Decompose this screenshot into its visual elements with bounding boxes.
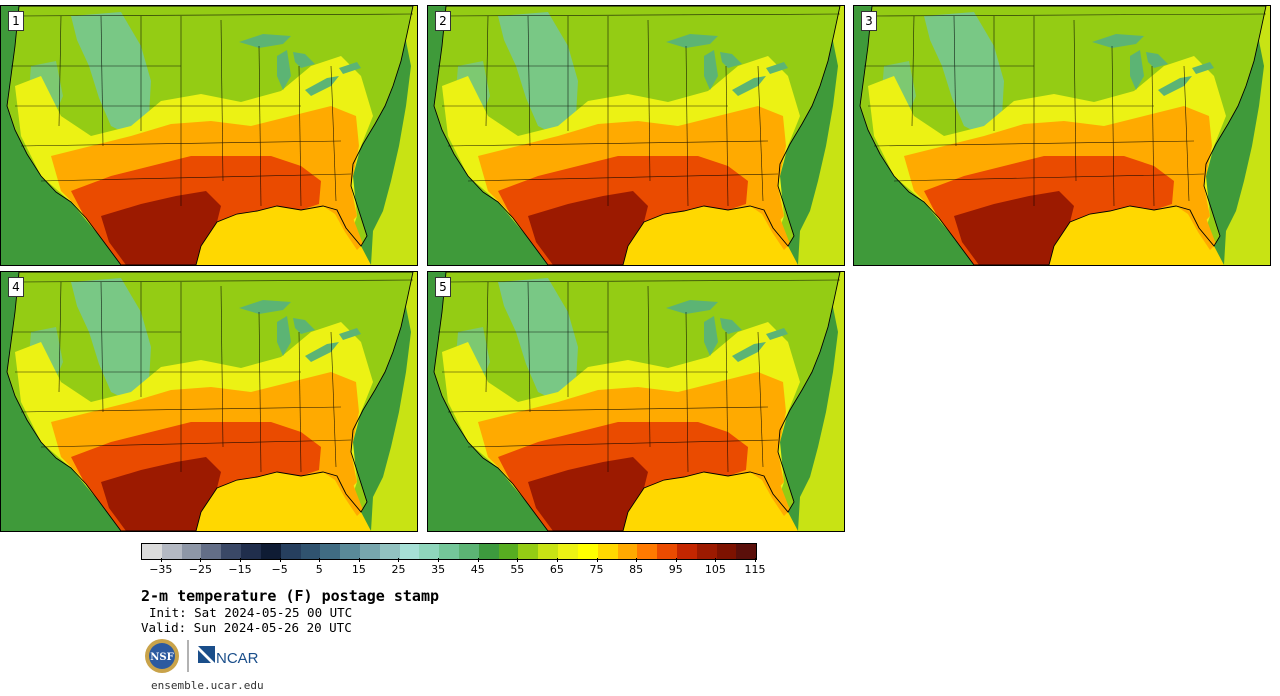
ncar-logo-icon: NCAR [198,646,259,667]
colorbar-tick-mark [200,558,202,562]
init-time: Init: Sat 2024-05-25 00 UTC [149,605,353,620]
colorbar-swatch [320,544,341,559]
colorbar-swatch [657,544,677,559]
colorbar-swatch [280,544,301,559]
ensemble-member-3-map: 3 [853,5,1271,266]
colorbar-swatch [538,544,559,559]
member-label: 4 [8,277,24,297]
colorbar-ticks: −35 −25 −15 −5 5 15 25 35 45 55 65 75 85 95 105 115 [141,558,766,578]
colorbar-tick-label: 85 [629,563,644,576]
colorbar-tick-label: 55 [510,563,525,576]
colorbar-tick-label: 75 [589,563,604,576]
colorbar-tick-mark [715,558,717,562]
colorbar-swatch [340,544,360,559]
colorbar-swatch [459,544,479,559]
colorbar-tick-mark [160,558,162,562]
colorbar-swatch [221,544,242,559]
colorbar-swatch [161,544,182,559]
colorbar-tick-label: 45 [470,563,485,576]
colorbar-swatch [498,544,519,559]
colorbar-swatch [558,544,578,559]
ensemble-member-4-map: 4 [0,271,418,532]
colorbar-tick-label: −5 [271,563,288,576]
colorbar-swatch [201,544,222,559]
colorbar-swatch [399,544,420,559]
colorbar-tick-label: 115 [744,563,766,576]
colorbar-swatch [181,544,202,559]
colorbar-swatch [577,544,598,559]
colorbar-tick-label: −35 [149,563,173,576]
nsf-logo-text: NSF [150,652,173,663]
colorbar-tick-mark [358,558,360,562]
ensemble-member-2-map: 2 [427,5,845,266]
ensemble-member-1-map: 1 [0,5,418,266]
colorbar-swatch [637,544,658,559]
colorbar-tick-mark [675,558,677,562]
member-label: 2 [435,11,451,31]
colorbar-swatch [142,544,162,559]
colorbar-swatch [676,544,697,559]
colorbar-swatch [300,544,321,559]
colorbar-swatch [518,544,539,559]
footer-logos: NSF NCAR [145,639,259,673]
colorbar-tick-label: 105 [704,563,726,576]
member-label: 1 [8,11,24,31]
colorbar-tick-mark [556,558,558,562]
ensemble-member-5-map: 5 [427,271,845,532]
colorbar-swatch [260,544,281,559]
colorbar-swatch [359,544,380,559]
colorbar-swatch [617,544,638,559]
colorbar-tick-mark [438,558,440,562]
colorbar-tick-mark [477,558,479,562]
colorbar-tick-mark [755,558,756,562]
colorbar-tick-label: 95 [668,563,683,576]
colorbar-tick-mark [517,558,519,562]
member-label: 3 [861,11,877,31]
nsf-logo-icon: NSF [145,639,179,673]
colorbar-tick-label: −15 [228,563,252,576]
colorbar-tick-label: 25 [391,563,406,576]
colorbar-swatch [478,544,499,559]
colorbar-tick-mark [398,558,400,562]
website-url: ensemble.ucar.edu [151,679,264,692]
colorbar-swatch [696,544,717,559]
colorbar-tick-mark [596,558,598,562]
colorbar-tick-label: 35 [431,563,446,576]
colorbar-swatch [419,544,440,559]
member-label: 5 [435,277,451,297]
colorbar-tick-label: 5 [315,563,323,576]
colorbar-tick-label: 15 [351,563,366,576]
colorbar-tick-label: 65 [549,563,564,576]
colorbar-tick-mark [240,558,242,562]
colorbar-tick-mark [319,558,321,562]
colorbar-tick-mark [636,558,638,562]
colorbar-swatch [439,544,459,559]
colorbar-tick-label: −25 [188,563,213,576]
temperature-colorbar [141,543,757,560]
colorbar-swatch [716,544,737,559]
colorbar-tick-mark [279,558,281,562]
colorbar-swatch [379,544,400,559]
valid-time: Valid: Sun 2024-05-26 20 UTC [141,620,352,635]
product-title: 2-m temperature (F) postage stamp [141,587,440,605]
colorbar-swatch [736,544,757,559]
ncar-logo-text: NCAR [216,650,259,667]
colorbar-swatch [241,544,261,559]
colorbar-swatch [597,544,618,559]
